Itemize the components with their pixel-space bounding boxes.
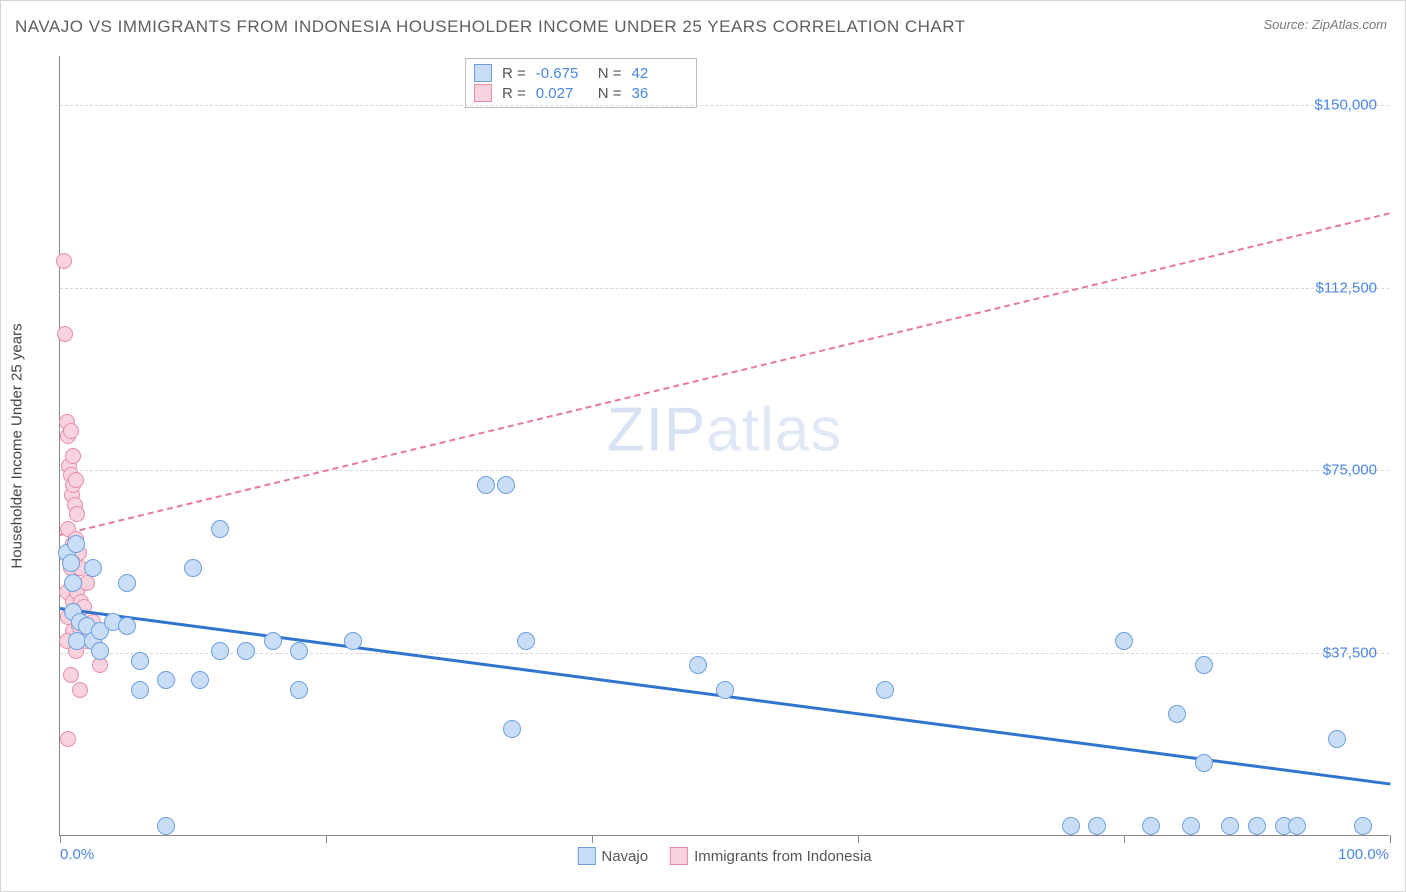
x-tick <box>326 835 327 843</box>
r-label: R = <box>502 65 526 82</box>
r-value-indonesia: 0.027 <box>536 85 588 102</box>
data-point-navajo <box>84 559 102 577</box>
x-tick <box>858 835 859 843</box>
data-point-indonesia <box>72 682 88 698</box>
data-point-navajo <box>131 652 149 670</box>
y-tick-label: $112,500 <box>1316 279 1377 296</box>
data-point-navajo <box>91 642 109 660</box>
data-point-navajo <box>131 681 149 699</box>
swatch-navajo <box>577 847 595 865</box>
stats-legend: R = -0.675 N = 42 R = 0.027 N = 36 <box>465 58 697 108</box>
legend-item-indonesia: Immigrants from Indonesia <box>670 847 872 865</box>
data-point-navajo <box>1328 730 1346 748</box>
data-point-navajo <box>1195 656 1213 674</box>
source-attribution: Source: ZipAtlas.com <box>1263 17 1387 32</box>
legend-item-navajo: Navajo <box>577 847 648 865</box>
data-point-navajo <box>157 671 175 689</box>
stats-row-navajo: R = -0.675 N = 42 <box>474 63 684 83</box>
data-point-navajo <box>157 817 175 835</box>
x-axis-min-label: 0.0% <box>60 846 94 863</box>
gridline-h <box>60 105 1389 106</box>
trend-line-indonesia <box>60 212 1390 536</box>
data-point-navajo <box>237 642 255 660</box>
data-point-indonesia <box>63 667 79 683</box>
gridline-h <box>60 470 1389 471</box>
data-point-indonesia <box>63 423 79 439</box>
data-point-navajo <box>1062 817 1080 835</box>
data-point-navajo <box>1115 632 1133 650</box>
data-point-indonesia <box>69 506 85 522</box>
watermark-zip: ZIP <box>607 395 706 464</box>
data-point-navajo <box>1142 817 1160 835</box>
data-point-navajo <box>503 720 521 738</box>
swatch-indonesia <box>670 847 688 865</box>
data-point-navajo <box>1221 817 1239 835</box>
gridline-h <box>60 653 1389 654</box>
data-point-navajo <box>344 632 362 650</box>
n-label: N = <box>598 65 622 82</box>
swatch-navajo <box>474 64 492 82</box>
y-tick-label: $150,000 <box>1314 96 1377 113</box>
data-point-navajo <box>689 656 707 674</box>
plot-area: ZIPatlas R = -0.675 N = 42 R = 0.027 N =… <box>59 56 1389 836</box>
data-point-navajo <box>1354 817 1372 835</box>
data-point-navajo <box>1288 817 1306 835</box>
data-point-navajo <box>1168 705 1186 723</box>
x-tick <box>592 835 593 843</box>
data-point-indonesia <box>68 472 84 488</box>
data-point-indonesia <box>56 253 72 269</box>
data-point-navajo <box>184 559 202 577</box>
data-point-navajo <box>290 642 308 660</box>
watermark-atlas: atlas <box>706 395 842 464</box>
data-point-indonesia <box>60 731 76 747</box>
watermark: ZIPatlas <box>607 394 842 465</box>
data-point-navajo <box>876 681 894 699</box>
data-point-navajo <box>517 632 535 650</box>
data-point-navajo <box>477 476 495 494</box>
bottom-legend: Navajo Immigrants from Indonesia <box>577 847 871 865</box>
data-point-navajo <box>67 535 85 553</box>
data-point-indonesia <box>92 657 108 673</box>
y-tick-label: $37,500 <box>1323 645 1377 662</box>
x-tick <box>1124 835 1125 843</box>
chart-title: NAVAJO VS IMMIGRANTS FROM INDONESIA HOUS… <box>15 17 966 37</box>
legend-label-indonesia: Immigrants from Indonesia <box>694 848 872 865</box>
y-axis-label: Householder Income Under 25 years <box>9 323 26 568</box>
stats-row-indonesia: R = 0.027 N = 36 <box>474 83 684 103</box>
data-point-navajo <box>290 681 308 699</box>
x-tick <box>60 835 61 843</box>
data-point-navajo <box>118 574 136 592</box>
y-tick-label: $75,000 <box>1323 462 1377 479</box>
x-tick <box>1390 835 1391 843</box>
data-point-navajo <box>497 476 515 494</box>
data-point-navajo <box>264 632 282 650</box>
gridline-h <box>60 288 1389 289</box>
data-point-indonesia <box>57 326 73 342</box>
x-axis-max-label: 100.0% <box>1338 846 1389 863</box>
n-value-navajo: 42 <box>632 65 684 82</box>
chart-container: NAVAJO VS IMMIGRANTS FROM INDONESIA HOUS… <box>0 0 1406 892</box>
data-point-navajo <box>191 671 209 689</box>
data-point-navajo <box>716 681 734 699</box>
data-point-navajo <box>64 574 82 592</box>
data-point-navajo <box>1088 817 1106 835</box>
data-point-indonesia <box>65 448 81 464</box>
data-point-navajo <box>1182 817 1200 835</box>
data-point-navajo <box>62 554 80 572</box>
data-point-navajo <box>211 642 229 660</box>
n-label: N = <box>598 85 622 102</box>
n-value-indonesia: 36 <box>632 85 684 102</box>
r-value-navajo: -0.675 <box>536 65 588 82</box>
data-point-navajo <box>211 520 229 538</box>
swatch-indonesia <box>474 84 492 102</box>
data-point-navajo <box>1195 754 1213 772</box>
data-point-navajo <box>1248 817 1266 835</box>
r-label: R = <box>502 85 526 102</box>
legend-label-navajo: Navajo <box>601 848 648 865</box>
data-point-navajo <box>118 617 136 635</box>
